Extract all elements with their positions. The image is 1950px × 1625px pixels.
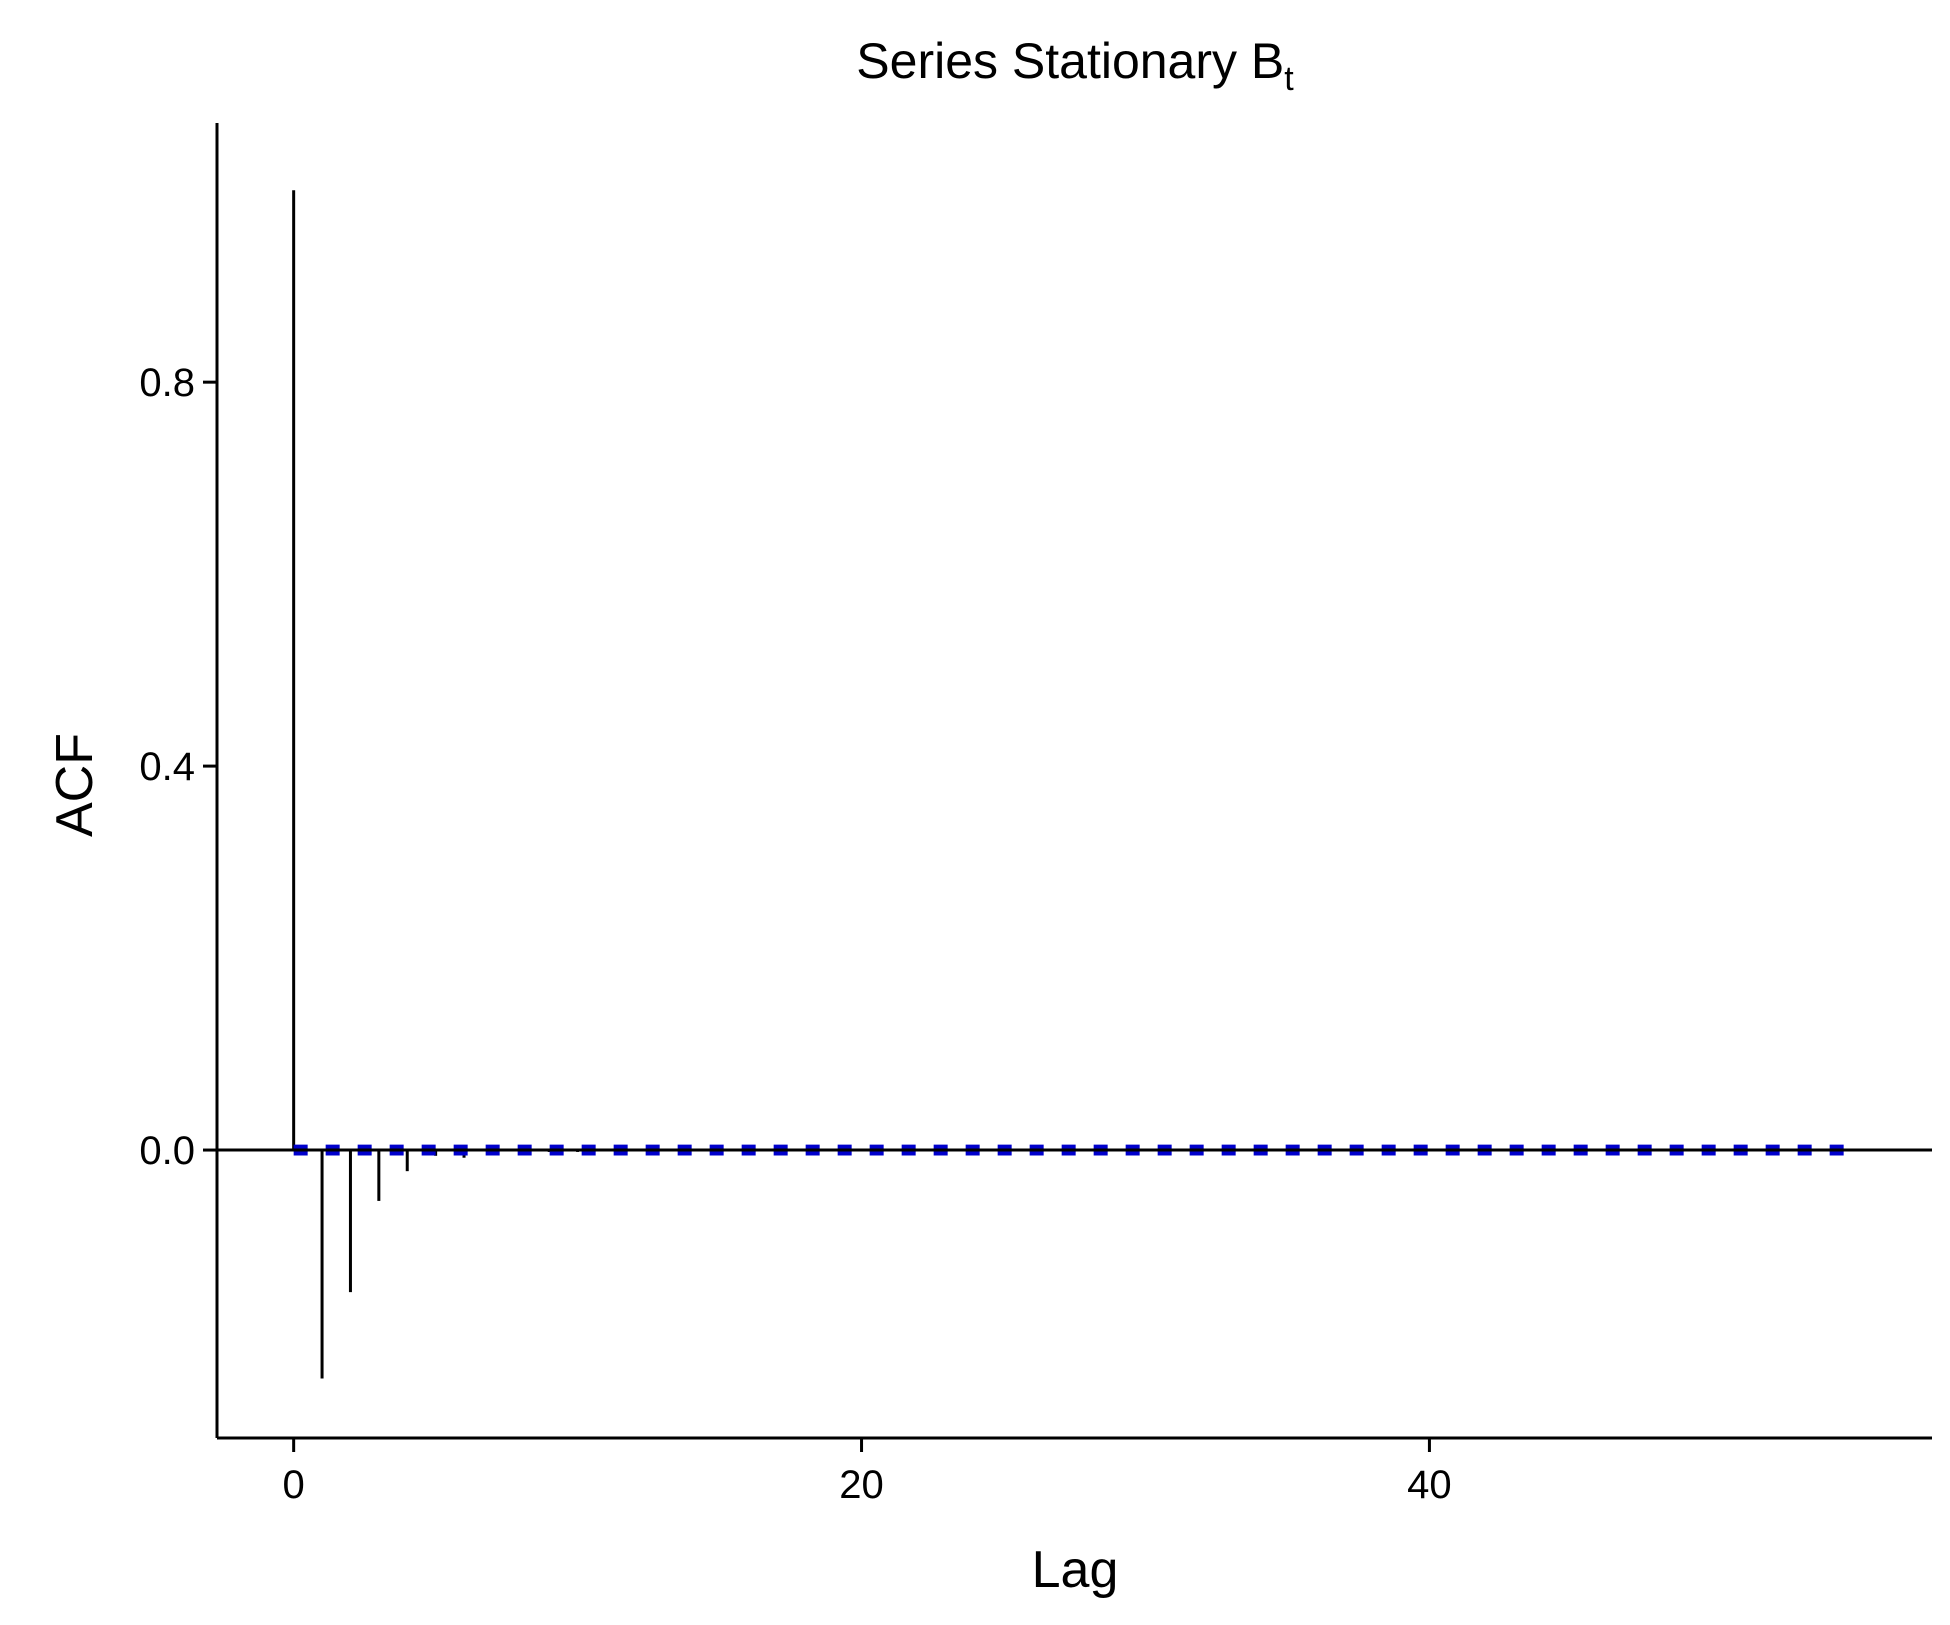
y-axis-title: ACF — [46, 733, 104, 837]
y-tick-label: 0.8 — [139, 361, 195, 405]
x-tick-label: 40 — [1407, 1463, 1452, 1507]
chart-title: Series Stationary Bt — [856, 33, 1294, 98]
x-axis-title: Lag — [1032, 1541, 1119, 1599]
chart-title-subscript: t — [1284, 60, 1294, 98]
confidence-bounds — [293, 1144, 1856, 1156]
y-tick-label: 0.0 — [139, 1129, 195, 1173]
chart-title-main: Series Stationary B — [856, 33, 1284, 89]
x-tick-label: 0 — [283, 1463, 305, 1507]
x-tick-label: 20 — [839, 1463, 884, 1507]
y-axis-ticks: 0.0 0.4 0.8 — [139, 361, 217, 1173]
x-axis-ticks: 0 20 40 — [283, 1438, 1452, 1507]
y-tick-label: 0.4 — [139, 745, 195, 789]
acf-bars — [292, 190, 1857, 1379]
